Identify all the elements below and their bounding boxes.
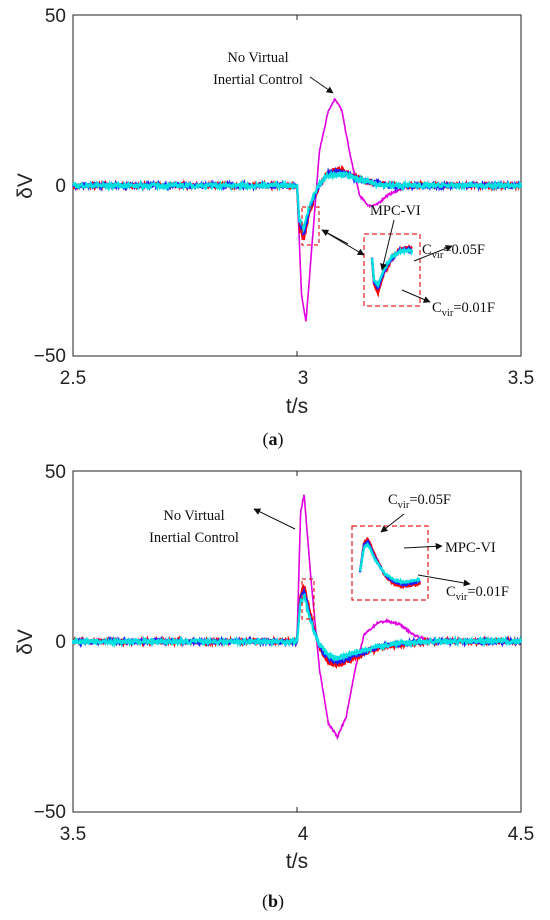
x-tick-label: 4.5 — [508, 824, 534, 845]
annotation-inertial-control: Inertial Control — [149, 530, 239, 546]
annotation-arrow — [401, 289, 431, 303]
annotation-cvir-005: Cvir=0.05F — [388, 492, 451, 511]
chart-panel-a: 50 0 −50 2.5 3 3.5 t/s δV No Virtual Ine… — [14, 6, 534, 450]
x-tick-label: 3.5 — [60, 824, 86, 845]
y-axis-label: δV — [14, 629, 37, 655]
series-line-cvir-005 — [71, 592, 523, 662]
x-tick-label: 2.5 — [60, 368, 86, 389]
y-tick-label: 50 — [45, 6, 66, 27]
panel-caption: (a) — [263, 429, 284, 450]
annotation-arrow — [309, 76, 334, 94]
annotation-mpc-vi: MPC-VI — [370, 203, 421, 219]
zoom-arrow — [321, 229, 349, 245]
inset-series-line-cvir-005 — [370, 246, 414, 289]
zoom-inset-box — [351, 525, 429, 601]
x-axis-label: t/s — [286, 395, 308, 418]
annotation-arrow — [380, 219, 395, 271]
y-axis-label: δV — [14, 173, 37, 199]
annotation-mpc-vi: MPC-VI — [445, 540, 496, 556]
annotation-arrow — [403, 542, 443, 550]
annotation-inertial-control: Inertial Control — [213, 72, 303, 88]
inset-series-line-cvir-005 — [358, 541, 421, 586]
annotation-arrow — [413, 245, 453, 262]
panel-caption: (b) — [262, 891, 284, 912]
x-tick-label: 3 — [298, 368, 309, 389]
zoom-source-box — [301, 206, 320, 246]
zoom-source-box — [301, 578, 315, 620]
y-tick-label: 0 — [55, 176, 66, 197]
x-tick-label: 4 — [298, 824, 309, 845]
x-tick-label: 3.5 — [508, 368, 534, 389]
annotation-no-virtual: No Virtual — [163, 508, 224, 524]
annotation-arrow — [253, 508, 296, 530]
series-line-cvir-005 — [72, 169, 523, 234]
annotation-arrow — [417, 574, 471, 587]
y-tick-label: 0 — [55, 632, 66, 653]
chart-panel-b: 50 0 −50 3.5 4 4.5 t/s δV No Virtual Ine… — [14, 462, 534, 912]
annotation-cvir-005: Cvir=0.05F — [422, 242, 485, 261]
annotation-cvir-001: Cvir=0.01F — [446, 584, 509, 603]
annotation-arrow — [380, 513, 405, 533]
y-tick-label: −50 — [34, 802, 66, 823]
annotation-no-virtual: No Virtual — [227, 50, 288, 66]
y-tick-label: 50 — [45, 462, 66, 483]
y-tick-label: −50 — [34, 346, 66, 367]
annotation-cvir-001: Cvir=0.01F — [432, 300, 495, 319]
x-axis-label: t/s — [286, 850, 308, 873]
